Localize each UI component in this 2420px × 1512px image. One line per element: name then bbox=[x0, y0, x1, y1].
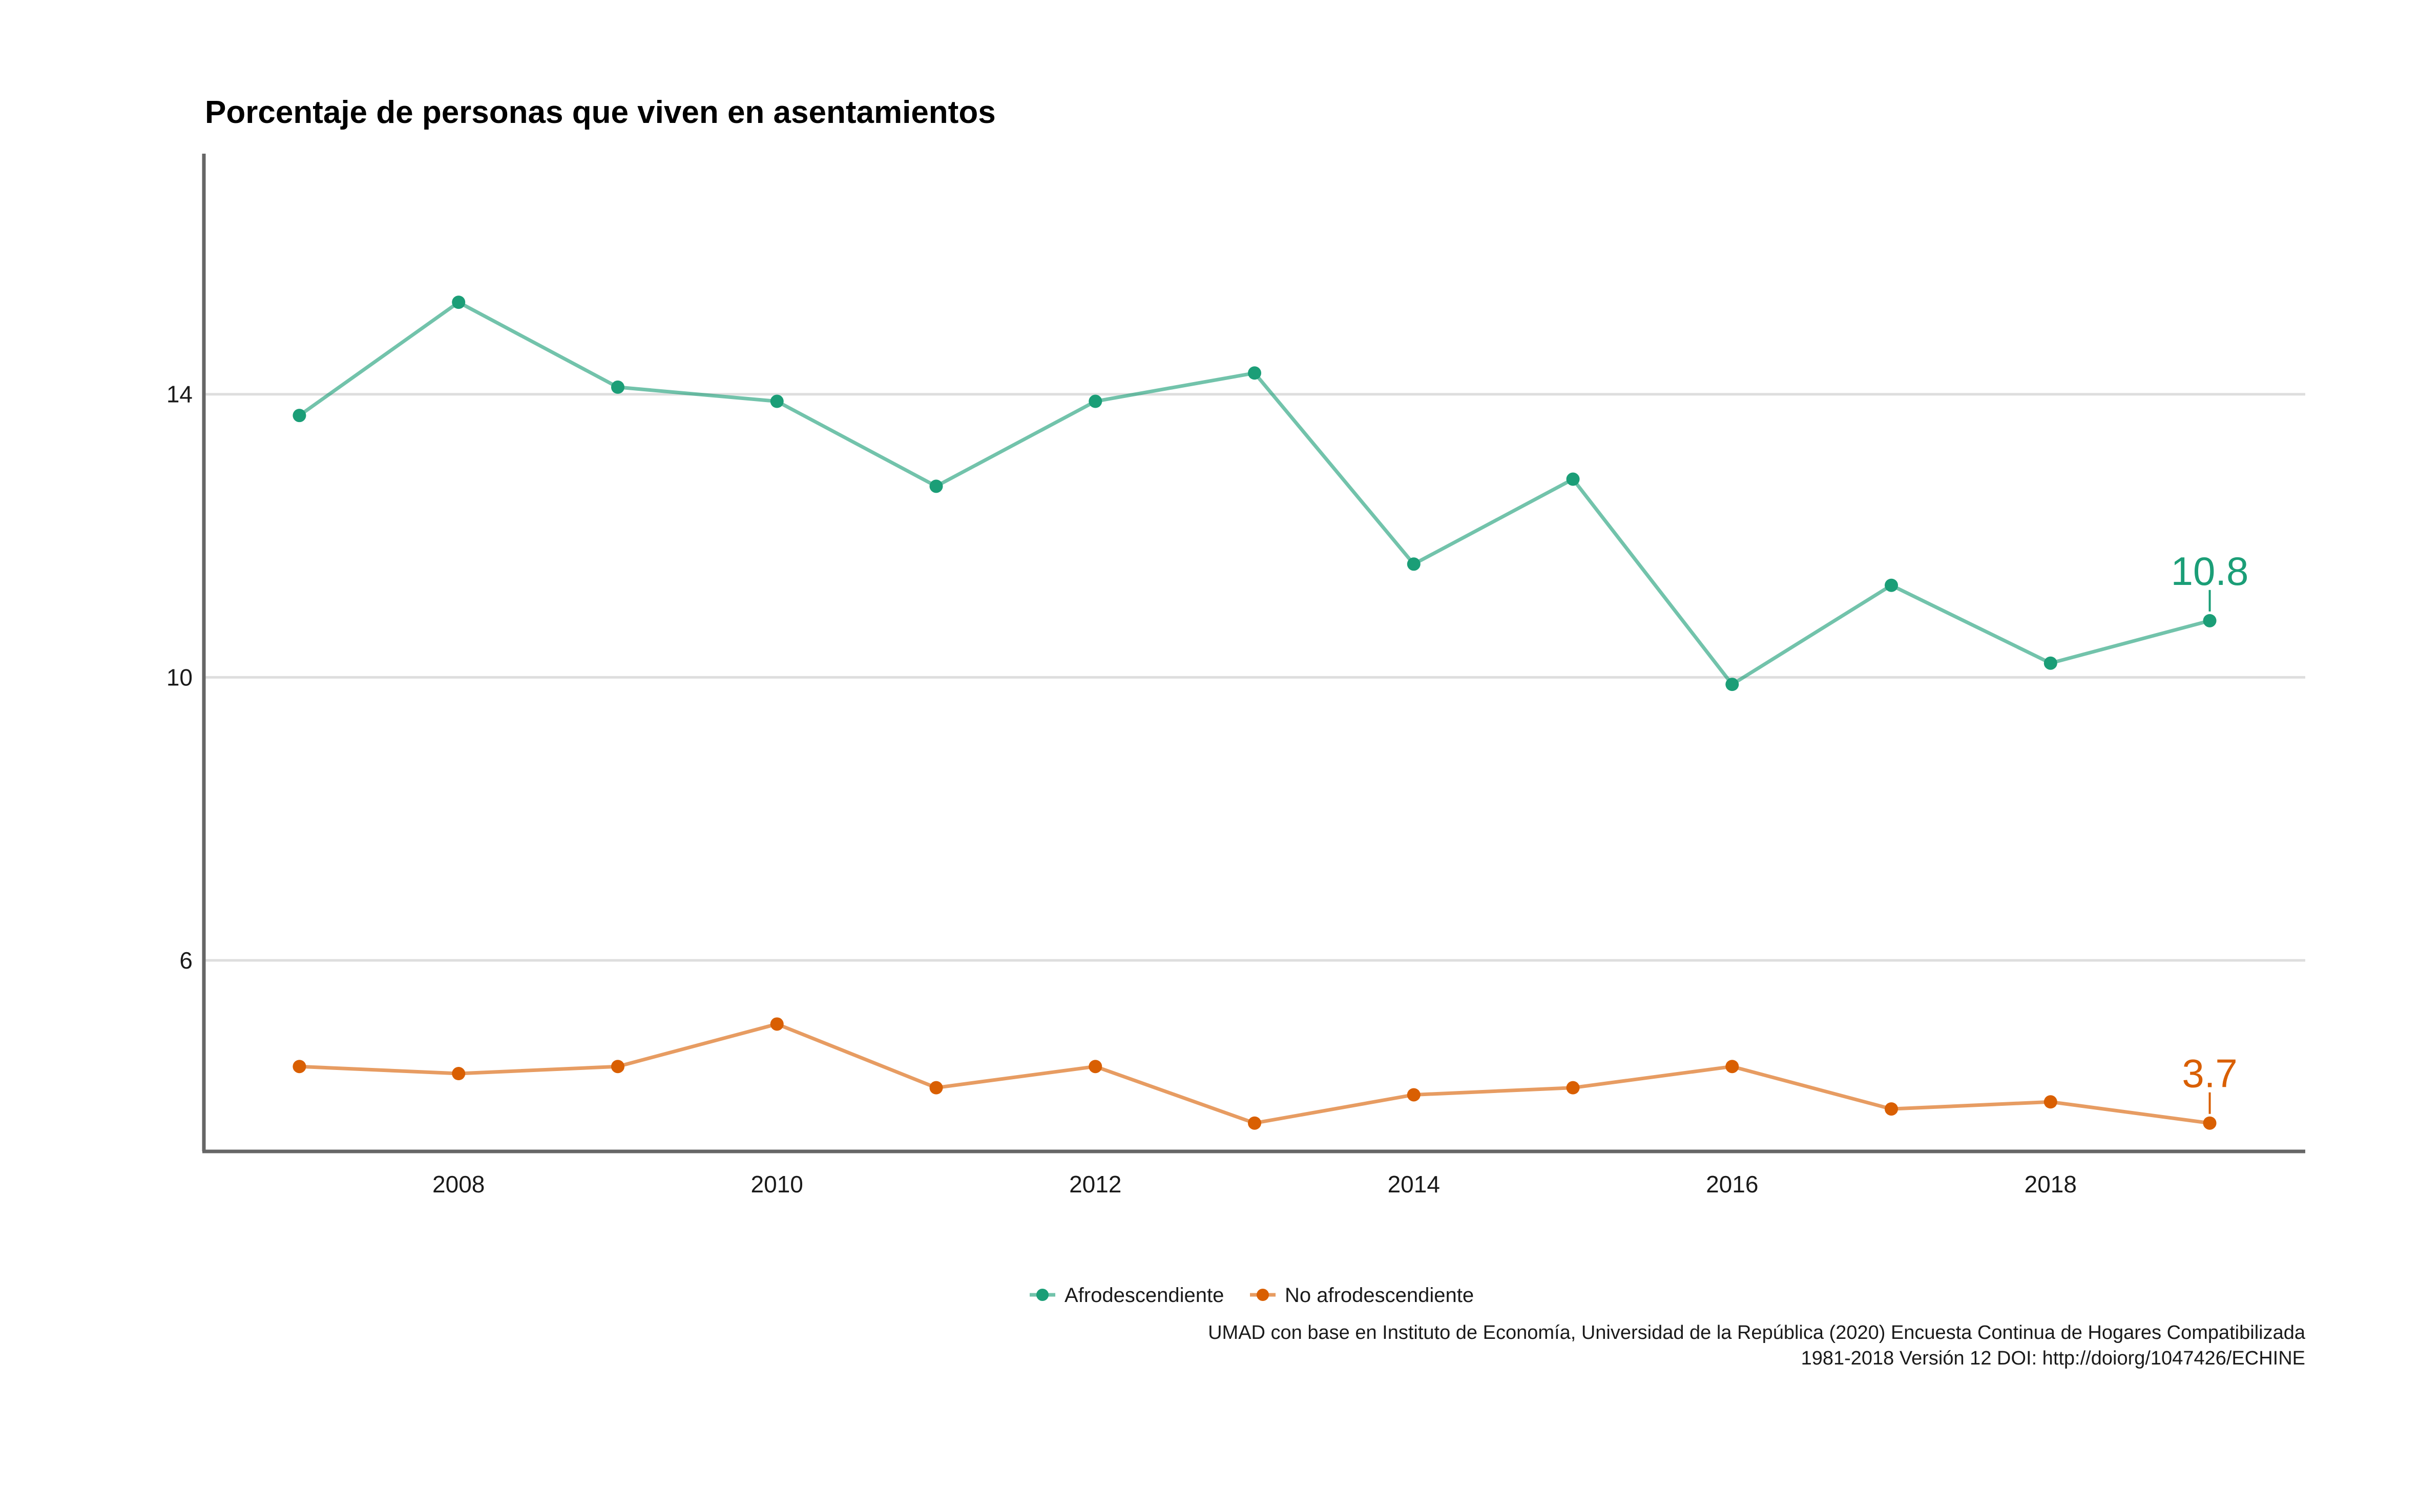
data-point bbox=[2203, 1116, 2217, 1130]
y-tick-label: 6 bbox=[179, 947, 193, 974]
legend-label: Afrodescendiente bbox=[1065, 1284, 1224, 1307]
data-point bbox=[770, 1017, 784, 1031]
series-line-0 bbox=[298, 300, 2210, 686]
legend-label: No afrodescendiente bbox=[1285, 1284, 1474, 1307]
chart-title: Porcentaje de personas que viven en asen… bbox=[205, 95, 996, 130]
series-layer: 10.8 3.7 bbox=[293, 296, 2248, 1130]
x-tick-label: 2018 bbox=[2025, 1171, 2077, 1198]
end-label: 3.7 bbox=[2182, 1051, 2237, 1096]
x-tick-label: 2012 bbox=[1069, 1171, 1121, 1198]
x-tick-label: 2016 bbox=[1706, 1171, 1758, 1198]
axes: 6 10 14 2008 2010 2012 2014 2016 2018 bbox=[166, 154, 2305, 1198]
data-point bbox=[1407, 557, 1421, 571]
data-point bbox=[1725, 678, 1739, 691]
data-point bbox=[611, 1060, 624, 1074]
gridlines bbox=[204, 393, 2305, 962]
data-point bbox=[770, 394, 784, 408]
data-point bbox=[1885, 578, 1899, 592]
data-point bbox=[929, 1081, 943, 1095]
data-point bbox=[1407, 1088, 1421, 1102]
data-point bbox=[2203, 614, 2217, 627]
data-point bbox=[1089, 1060, 1102, 1074]
x-tick-label: 2010 bbox=[751, 1171, 803, 1198]
x-tick-label: 2014 bbox=[1388, 1171, 1440, 1198]
data-point bbox=[1885, 1102, 1899, 1116]
caption-line: 1981-2018 Versión 12 DOI: http://doiorg/… bbox=[1801, 1348, 2305, 1369]
series-line-1 bbox=[299, 1022, 2210, 1125]
legend-key-point bbox=[1257, 1289, 1269, 1301]
data-point bbox=[1566, 1081, 1580, 1095]
data-point bbox=[1248, 1116, 1261, 1130]
y-tick-label: 10 bbox=[166, 664, 193, 690]
legend-key-point bbox=[1036, 1289, 1049, 1301]
data-point bbox=[293, 409, 306, 423]
legend: Afrodescendiente No afrodescendiente bbox=[1030, 1284, 1474, 1307]
data-point bbox=[611, 380, 624, 394]
caption-line: UMAD con base en Instituto de Economía, … bbox=[1208, 1322, 2306, 1343]
data-point bbox=[2043, 1095, 2057, 1109]
end-label: 10.8 bbox=[2171, 549, 2249, 594]
y-tick-label: 14 bbox=[166, 381, 193, 408]
data-point bbox=[1566, 472, 1580, 486]
data-point bbox=[452, 296, 466, 309]
x-tick-label: 2008 bbox=[432, 1171, 485, 1198]
data-point bbox=[1089, 394, 1102, 408]
data-point bbox=[1248, 366, 1261, 380]
data-point bbox=[452, 1067, 466, 1081]
data-point bbox=[2043, 656, 2057, 670]
data-point bbox=[293, 1060, 306, 1074]
data-point bbox=[929, 479, 943, 493]
data-point bbox=[1725, 1060, 1739, 1074]
caption: UMAD con base en Instituto de Economía, … bbox=[1208, 1322, 2306, 1369]
